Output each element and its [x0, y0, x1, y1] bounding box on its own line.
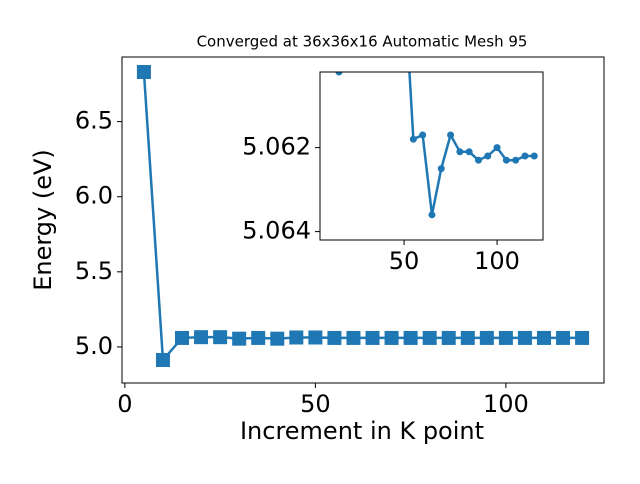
marker	[270, 331, 285, 346]
marker	[384, 330, 399, 345]
marker	[521, 152, 529, 160]
marker	[484, 152, 492, 160]
marker	[517, 330, 532, 345]
marker	[403, 330, 418, 345]
marker	[428, 211, 436, 219]
x-tick-label: 0	[117, 390, 132, 418]
marker	[409, 135, 417, 143]
y-axis-label: Energy (eV)	[29, 149, 57, 291]
marker	[493, 144, 501, 152]
y-tick-label: 5.0	[75, 332, 113, 360]
x-tick-label: 100	[474, 247, 520, 275]
marker	[575, 330, 590, 345]
marker	[365, 330, 380, 345]
y-tick-label: 5.064	[242, 217, 311, 245]
marker	[460, 330, 475, 345]
marker	[175, 330, 190, 345]
series-line	[338, 72, 535, 216]
axes-frame	[121, 56, 605, 384]
marker	[479, 330, 494, 345]
marker	[251, 330, 266, 345]
marker	[327, 330, 342, 345]
marker	[456, 148, 464, 156]
marker	[441, 330, 456, 345]
marker	[474, 156, 482, 164]
marker	[194, 330, 209, 345]
y-tick-label: 5.5	[75, 257, 113, 285]
plot-area	[136, 65, 590, 368]
marker	[447, 131, 455, 139]
marker	[289, 330, 304, 345]
marker	[422, 330, 437, 345]
marker	[502, 156, 510, 164]
x-tick-label: 50	[300, 390, 331, 418]
marker	[308, 330, 323, 345]
marker	[437, 165, 445, 173]
marker	[136, 65, 151, 80]
marker	[536, 330, 551, 345]
marker	[465, 148, 473, 156]
marker	[530, 152, 538, 160]
marker	[419, 131, 427, 139]
y-tick-label: 6.0	[75, 182, 113, 210]
x-tick-label: 50	[389, 247, 420, 275]
x-tick-label: 100	[483, 390, 529, 418]
marker	[155, 353, 170, 368]
marker	[512, 156, 520, 164]
marker	[346, 330, 361, 345]
marker	[335, 72, 343, 76]
y-tick-label: 6.5	[75, 107, 113, 135]
chart-title: Converged at 36x36x16 Automatic Mesh 95	[197, 33, 528, 51]
marker	[556, 330, 571, 345]
plot-area	[335, 72, 538, 219]
y-tick-label: 5.062	[242, 133, 311, 161]
marker	[498, 330, 513, 345]
marker	[232, 331, 247, 346]
marker	[213, 330, 228, 345]
axes-frame	[319, 71, 544, 241]
x-axis-label: Increment in K point	[240, 417, 484, 445]
